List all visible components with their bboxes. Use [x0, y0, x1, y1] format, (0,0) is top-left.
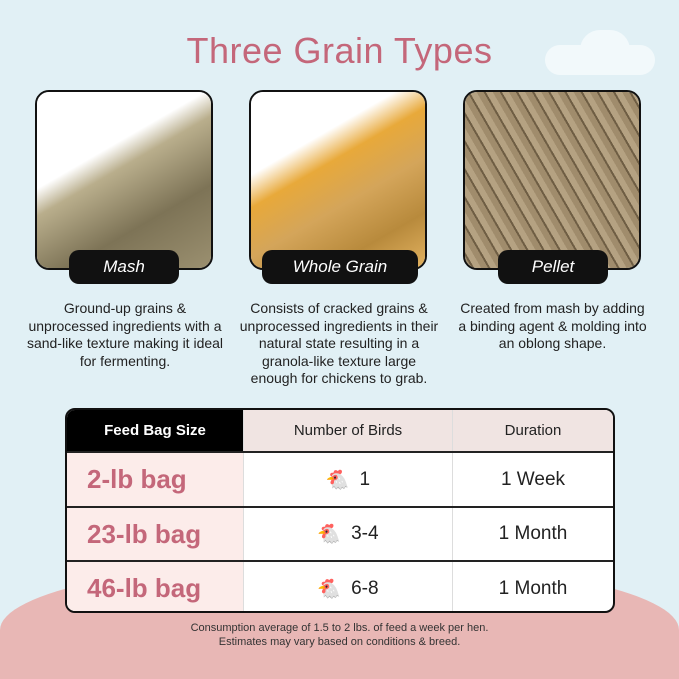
- bag-size: 46-lb bag: [67, 562, 244, 611]
- whole-grain-image: [249, 90, 427, 270]
- cloud: [580, 30, 630, 70]
- bag-size: 23-lb bag: [67, 508, 244, 560]
- bird-count: 3-4: [351, 523, 379, 544]
- header-bag-size: Feed Bag Size: [67, 410, 244, 451]
- duration: 1 Week: [500, 468, 566, 490]
- whole-grain-label: Whole Grain: [262, 250, 418, 284]
- chicken-icon: 🐔: [317, 524, 342, 545]
- pellet-description: Created from mash by adding a binding ag…: [458, 300, 647, 351]
- table-row: 46-lb bag 🐔 6-8 1 Month: [67, 560, 613, 611]
- feed-table: Feed Bag Size Number of Birds Duration 2…: [65, 408, 615, 613]
- birds-cell: 🐔 1: [244, 453, 453, 506]
- whole-grain-description: Consists of cracked grains & unprocessed…: [239, 300, 439, 386]
- birds-cell: 🐔 6-8: [244, 562, 453, 611]
- table-header: Feed Bag Size Number of Birds Duration: [67, 410, 613, 451]
- header-birds: Number of Birds: [244, 410, 453, 451]
- pellet-label: Pellet: [498, 250, 608, 284]
- duration: 1 Month: [498, 523, 568, 544]
- mash-label: Mash: [69, 250, 179, 284]
- chicken-icon: 🐔: [317, 578, 342, 600]
- footnote-line: Consumption average of 1.5 to 2 lbs. of …: [190, 622, 489, 634]
- pellet-image: [463, 90, 641, 270]
- mash-image: [35, 90, 213, 270]
- duration: 1 Month: [498, 577, 568, 599]
- table-row: 23-lb bag 🐔 3-4 1 Month: [67, 506, 613, 560]
- header-duration: Duration: [453, 410, 613, 451]
- bag-size: 2-lb bag: [67, 453, 244, 506]
- footnote-line: Estimates may vary based on conditions &…: [218, 636, 461, 648]
- birds-cell: 🐔 3-4: [244, 508, 453, 560]
- page-title: Three Grain Types: [186, 30, 493, 71]
- chicken-icon: 🐔: [325, 469, 350, 491]
- table-row: 2-lb bag 🐔 1 1 Week: [67, 451, 613, 506]
- footnote: Consumption average of 1.5 to 2 lbs. of …: [0, 621, 679, 649]
- bird-count: 6-8: [351, 577, 379, 599]
- mash-description: Ground-up grains & unprocessed ingredien…: [26, 300, 224, 369]
- bird-count: 1: [359, 468, 371, 490]
